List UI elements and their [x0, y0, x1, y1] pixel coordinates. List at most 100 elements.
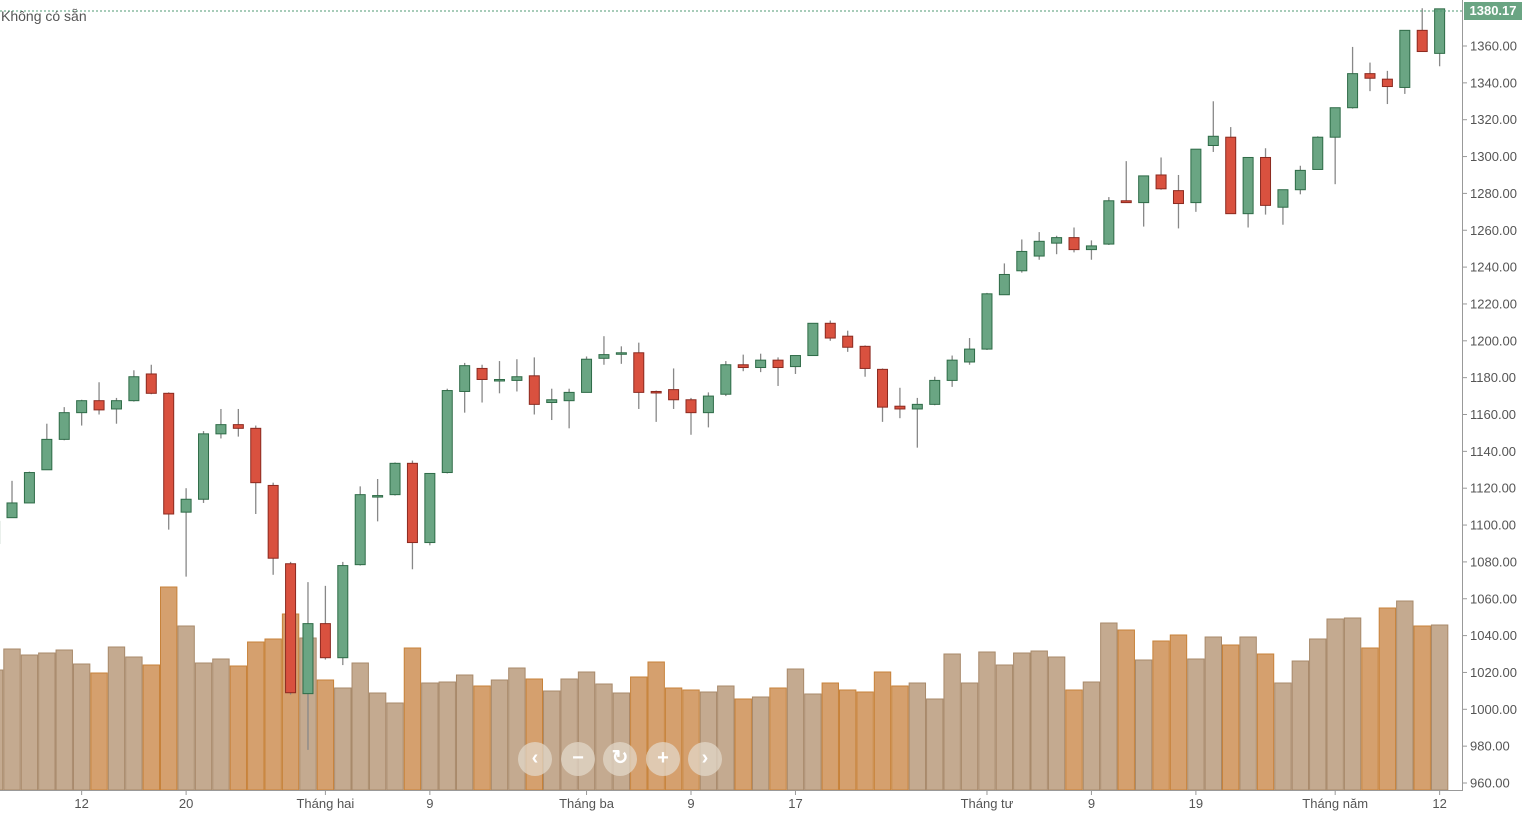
volume-bar	[1013, 652, 1031, 791]
candle[interactable]	[41, 423, 53, 471]
candle[interactable]	[946, 355, 958, 387]
candle[interactable]	[441, 388, 453, 474]
candle[interactable]	[1120, 161, 1132, 204]
candle[interactable]	[1329, 107, 1341, 185]
candle[interactable]	[911, 397, 923, 448]
candle[interactable]	[319, 585, 331, 660]
candle[interactable]	[1399, 29, 1411, 94]
candle[interactable]	[1085, 240, 1097, 260]
candle[interactable]	[1381, 70, 1393, 105]
candle[interactable]	[1347, 46, 1359, 109]
candle[interactable]	[511, 359, 523, 392]
candle-body	[1312, 136, 1324, 170]
candle[interactable]	[23, 471, 35, 504]
candle[interactable]	[929, 376, 941, 406]
candle[interactable]	[1312, 136, 1324, 170]
candle[interactable]	[1172, 174, 1184, 229]
candle[interactable]	[789, 355, 801, 374]
candle[interactable]	[807, 322, 819, 357]
candle[interactable]	[459, 362, 471, 413]
candle[interactable]	[285, 561, 297, 695]
candle[interactable]	[128, 370, 140, 402]
volume-bar	[508, 667, 526, 791]
candle[interactable]	[877, 368, 889, 422]
candle[interactable]	[546, 388, 558, 421]
candle-body	[685, 399, 697, 414]
candle[interactable]	[842, 330, 854, 352]
candle[interactable]	[372, 478, 384, 522]
candle[interactable]	[859, 345, 871, 377]
candle[interactable]	[1155, 157, 1167, 190]
candle[interactable]	[1033, 232, 1045, 260]
candle[interactable]	[528, 357, 540, 415]
candle[interactable]	[6, 480, 18, 519]
candle[interactable]	[110, 397, 122, 424]
candle[interactable]	[1277, 189, 1289, 225]
candle[interactable]	[389, 462, 401, 496]
candle[interactable]	[685, 397, 697, 435]
zoom-in-button[interactable]: +	[646, 742, 680, 776]
candle-body	[493, 378, 505, 382]
candle[interactable]	[198, 431, 210, 503]
candle[interactable]	[76, 399, 88, 426]
candle[interactable]	[702, 392, 714, 428]
candle[interactable]	[650, 390, 662, 422]
zoom-out-button[interactable]: −	[561, 742, 595, 776]
candle[interactable]	[720, 361, 732, 397]
candle-body	[1260, 156, 1272, 206]
candle[interactable]	[232, 408, 244, 437]
candle[interactable]	[302, 582, 314, 750]
candle[interactable]	[1190, 148, 1202, 212]
candle[interactable]	[1225, 127, 1237, 215]
candle[interactable]	[1016, 239, 1028, 273]
candle[interactable]	[163, 392, 175, 530]
candle[interactable]	[668, 368, 680, 409]
candle[interactable]	[493, 361, 505, 394]
candle[interactable]	[1138, 175, 1150, 227]
candle[interactable]	[476, 364, 488, 403]
candle[interactable]	[1207, 101, 1219, 152]
candle[interactable]	[424, 472, 436, 546]
candle-body	[337, 565, 349, 659]
volume-bar	[194, 662, 213, 791]
candle[interactable]	[894, 387, 906, 419]
candle[interactable]	[964, 338, 976, 365]
candle[interactable]	[267, 482, 279, 575]
candle[interactable]	[615, 346, 627, 364]
volume-bar	[751, 696, 770, 791]
candle[interactable]	[981, 292, 993, 351]
candle[interactable]	[93, 382, 105, 415]
candle[interactable]	[1416, 8, 1428, 53]
candle[interactable]	[1051, 235, 1063, 255]
candle[interactable]	[58, 407, 70, 441]
candle-body	[1434, 8, 1446, 54]
candle[interactable]	[772, 357, 784, 386]
candle[interactable]	[1434, 8, 1446, 67]
candle[interactable]	[1364, 62, 1376, 92]
candle[interactable]	[998, 263, 1010, 296]
candle[interactable]	[1242, 156, 1254, 228]
candle-body	[998, 273, 1010, 296]
candle[interactable]	[145, 364, 157, 395]
candle[interactable]	[598, 336, 610, 365]
candle[interactable]	[354, 486, 366, 566]
candle[interactable]	[737, 354, 749, 372]
candle[interactable]	[1068, 227, 1080, 253]
scroll-left-button[interactable]: ‹	[518, 742, 552, 776]
candle[interactable]	[1260, 148, 1272, 215]
candle[interactable]	[215, 408, 227, 439]
scroll-right-button[interactable]: ›	[688, 742, 722, 776]
candle[interactable]	[250, 425, 262, 514]
candle[interactable]	[1294, 165, 1306, 195]
reset-zoom-button[interactable]: ↻	[603, 742, 637, 776]
candle[interactable]	[581, 356, 593, 393]
candle[interactable]	[755, 353, 767, 373]
candle[interactable]	[1103, 197, 1115, 245]
candle[interactable]	[633, 342, 645, 409]
candle[interactable]	[337, 561, 349, 666]
candle[interactable]	[824, 320, 836, 341]
candle[interactable]	[180, 488, 192, 577]
candle[interactable]	[406, 460, 418, 570]
candle[interactable]	[563, 388, 575, 429]
